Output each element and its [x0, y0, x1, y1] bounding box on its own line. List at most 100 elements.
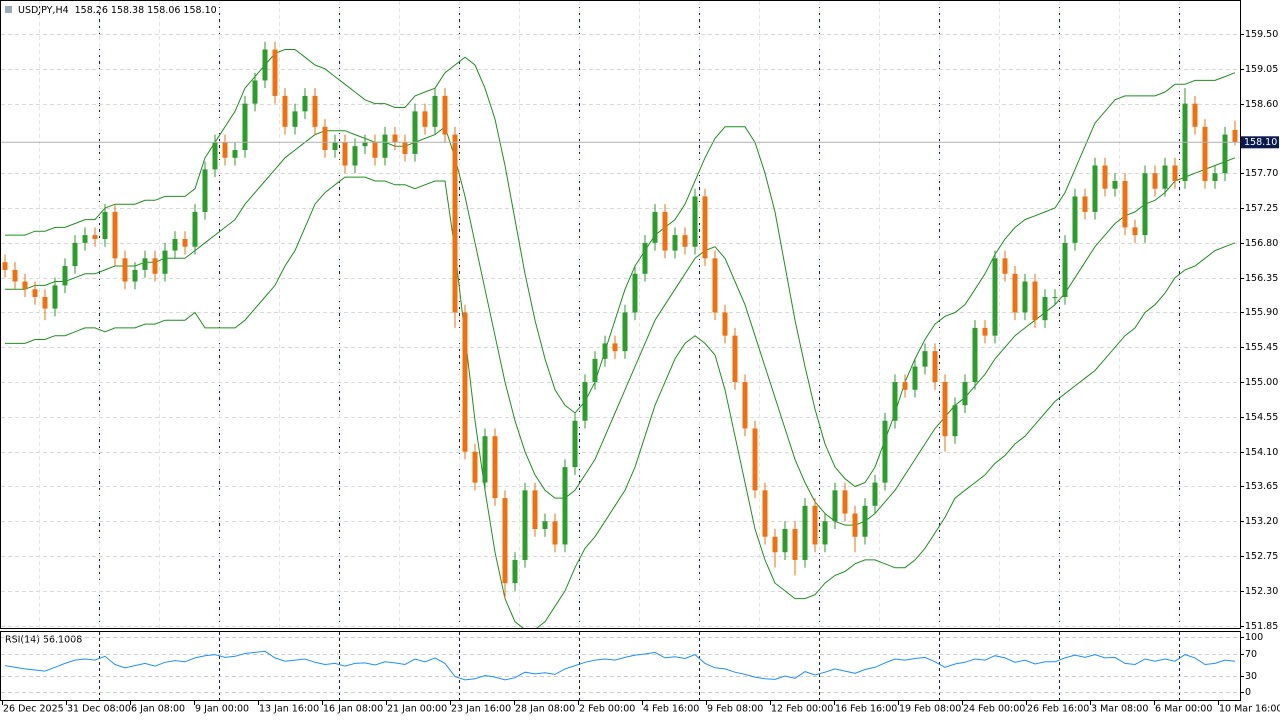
candle-body: [962, 382, 968, 406]
rsi-line: [4, 650, 1236, 681]
y-tick-label: 151.85: [1245, 621, 1278, 632]
candle-body: [682, 235, 688, 247]
candle-body: [122, 258, 128, 282]
candle-body: [632, 273, 638, 313]
y-tick-label: 157.70: [1245, 168, 1278, 179]
last-price-label: 158.10: [1244, 137, 1277, 148]
main-pane-border: [0, 0, 1241, 629]
candle-body: [502, 498, 508, 584]
candle-body: [842, 490, 848, 514]
rsi-plot: [1, 632, 1240, 700]
x-tick-label: 24 Feb 00:00: [963, 704, 1025, 715]
candle-body: [332, 142, 338, 151]
candle-body: [772, 536, 778, 553]
candle-body: [692, 196, 698, 247]
y-tick-label: 155.00: [1245, 377, 1278, 388]
candle-body: [972, 327, 978, 383]
candle-body: [392, 134, 398, 143]
candle-body: [902, 382, 908, 390]
candle-body: [132, 269, 138, 282]
candle-body: [102, 211, 108, 239]
candle-body: [82, 235, 88, 243]
y-tick-label: 156.35: [1245, 273, 1278, 284]
candle-body: [462, 312, 468, 452]
candle-body: [422, 111, 428, 127]
candle-body: [1112, 180, 1118, 189]
x-tick-label: 26 Feb 16:00: [1027, 704, 1089, 715]
x-tick-label: 16 Jan 08:00: [323, 704, 383, 715]
candle-body: [742, 382, 748, 429]
x-tick-label: 31 Dec 08:00: [67, 704, 131, 715]
candle-body: [1002, 258, 1008, 274]
candle-body: [372, 142, 378, 158]
x-tick-label: 4 Feb 16:00: [643, 704, 699, 715]
bollinger-upper: [5, 49, 1236, 488]
candle-body: [662, 211, 668, 251]
candle-body: [272, 49, 278, 96]
candle-body: [482, 436, 488, 483]
candle-body: [1162, 165, 1168, 189]
candle-body: [432, 95, 438, 127]
candle-body: [702, 196, 708, 259]
y-tick-label: 153.20: [1245, 516, 1278, 527]
y-tick-label: 159.05: [1245, 64, 1278, 75]
candle-body: [182, 238, 188, 247]
candle-body: [92, 235, 98, 239]
candle-body: [232, 150, 238, 158]
candle-body: [542, 521, 548, 530]
candle-body: [242, 103, 248, 151]
candle-body: [352, 146, 358, 166]
candle-body: [552, 521, 558, 545]
candle-body: [992, 258, 998, 336]
candle-body: [612, 343, 618, 352]
x-tick-label: 26 Dec 2025: [3, 704, 64, 715]
y-tick-label: 159.50: [1245, 29, 1278, 40]
candle-body: [172, 238, 178, 251]
y-tick-label: 154.55: [1245, 412, 1278, 423]
candle-body: [452, 134, 458, 313]
candle-body: [252, 80, 258, 104]
candle-body: [1142, 173, 1148, 236]
candle-body: [1022, 281, 1028, 313]
x-tick-label: 9 Feb 08:00: [707, 704, 763, 715]
candle-body: [412, 111, 418, 154]
candle-body: [212, 142, 218, 170]
x-tick-label: 16 Feb 16:00: [835, 704, 897, 715]
candle-body: [762, 490, 768, 537]
candle-body: [1132, 227, 1138, 236]
candle-body: [862, 505, 868, 537]
candle-body: [112, 211, 118, 259]
candle-body: [1222, 134, 1228, 174]
candle-body: [832, 490, 838, 522]
candle-body: [912, 366, 918, 390]
candle-body: [982, 327, 988, 336]
candle-body: [1202, 126, 1208, 181]
candle-body: [1062, 242, 1068, 297]
candle-body: [1072, 196, 1078, 243]
candle-body: [1192, 103, 1198, 127]
candle-body: [622, 312, 628, 352]
x-tick-label: 3 Mar 08:00: [1091, 704, 1148, 715]
candle-body: [1042, 296, 1048, 321]
candle-body: [282, 95, 288, 127]
y-tick-label: 155.90: [1245, 307, 1278, 318]
candle-body: [162, 250, 168, 274]
candle-body: [72, 242, 78, 267]
candle-body: [32, 289, 38, 297]
y-tick-label: 154.10: [1245, 447, 1278, 458]
candle-body: [822, 521, 828, 545]
candle-body: [892, 382, 898, 421]
candle-body: [1122, 180, 1128, 228]
symbol-icon: [5, 6, 12, 13]
main-plot: [1, 1, 1240, 628]
x-tick-label: 10 Mar 16:00: [1219, 704, 1280, 715]
ohlc-text: 158.26 158.38 158.06 158.10: [75, 5, 217, 16]
candle-body: [1102, 165, 1108, 189]
candle-body: [642, 242, 648, 274]
candle-body: [532, 490, 538, 530]
chart-title: USDJPY,H4: [18, 5, 69, 16]
candle-body: [1012, 273, 1018, 313]
candle-body: [1032, 281, 1038, 321]
candle-body: [672, 235, 678, 251]
